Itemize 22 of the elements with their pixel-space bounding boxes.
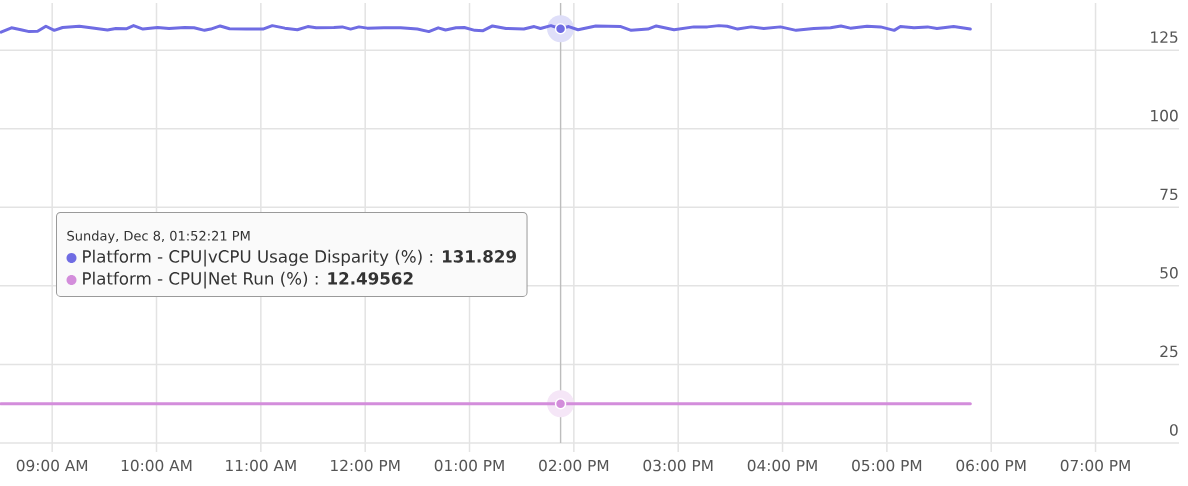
legend-label: Platform - CPU|Net Run (%) bbox=[83, 271, 308, 289]
x-tick-label: 01:00 PM bbox=[434, 459, 504, 472]
x-tick-label: 11:00 AM bbox=[226, 459, 296, 472]
legend-label: Platform - CPU|vCPU Usage Disparity (%) bbox=[83, 249, 422, 267]
y-tick-label: 125 bbox=[1151, 31, 1178, 43]
x-tick-label: 03:00 PM bbox=[643, 459, 713, 472]
x-tick-label: 10:00 AM bbox=[121, 459, 192, 472]
y-tick-label: 75 bbox=[1160, 188, 1178, 201]
annotation: : 131.829 bbox=[430, 250, 516, 263]
y-tick-label: 25 bbox=[1160, 345, 1178, 358]
x-tick-label: 09:00 AM bbox=[16, 459, 88, 472]
x-tick-label: 07:00 PM bbox=[1060, 459, 1130, 472]
y-tick-label: 100 bbox=[1151, 109, 1178, 122]
x-tick-label: 06:00 PM bbox=[956, 459, 1026, 472]
legend-title: Sunday, Dec 8, 01:52:21 PM bbox=[67, 230, 250, 244]
annotation: : 12.49562 bbox=[315, 272, 413, 285]
x-tick-label: 04:00 PM bbox=[747, 459, 817, 472]
y-tick-label: 50 bbox=[1160, 267, 1178, 279]
x-tick-label: 05:00 PM bbox=[852, 459, 922, 472]
x-tick-label: 02:00 PM bbox=[539, 459, 609, 472]
y-tick-label: 0 bbox=[1169, 424, 1178, 436]
x-tick-label: 12:00 PM bbox=[331, 459, 400, 472]
